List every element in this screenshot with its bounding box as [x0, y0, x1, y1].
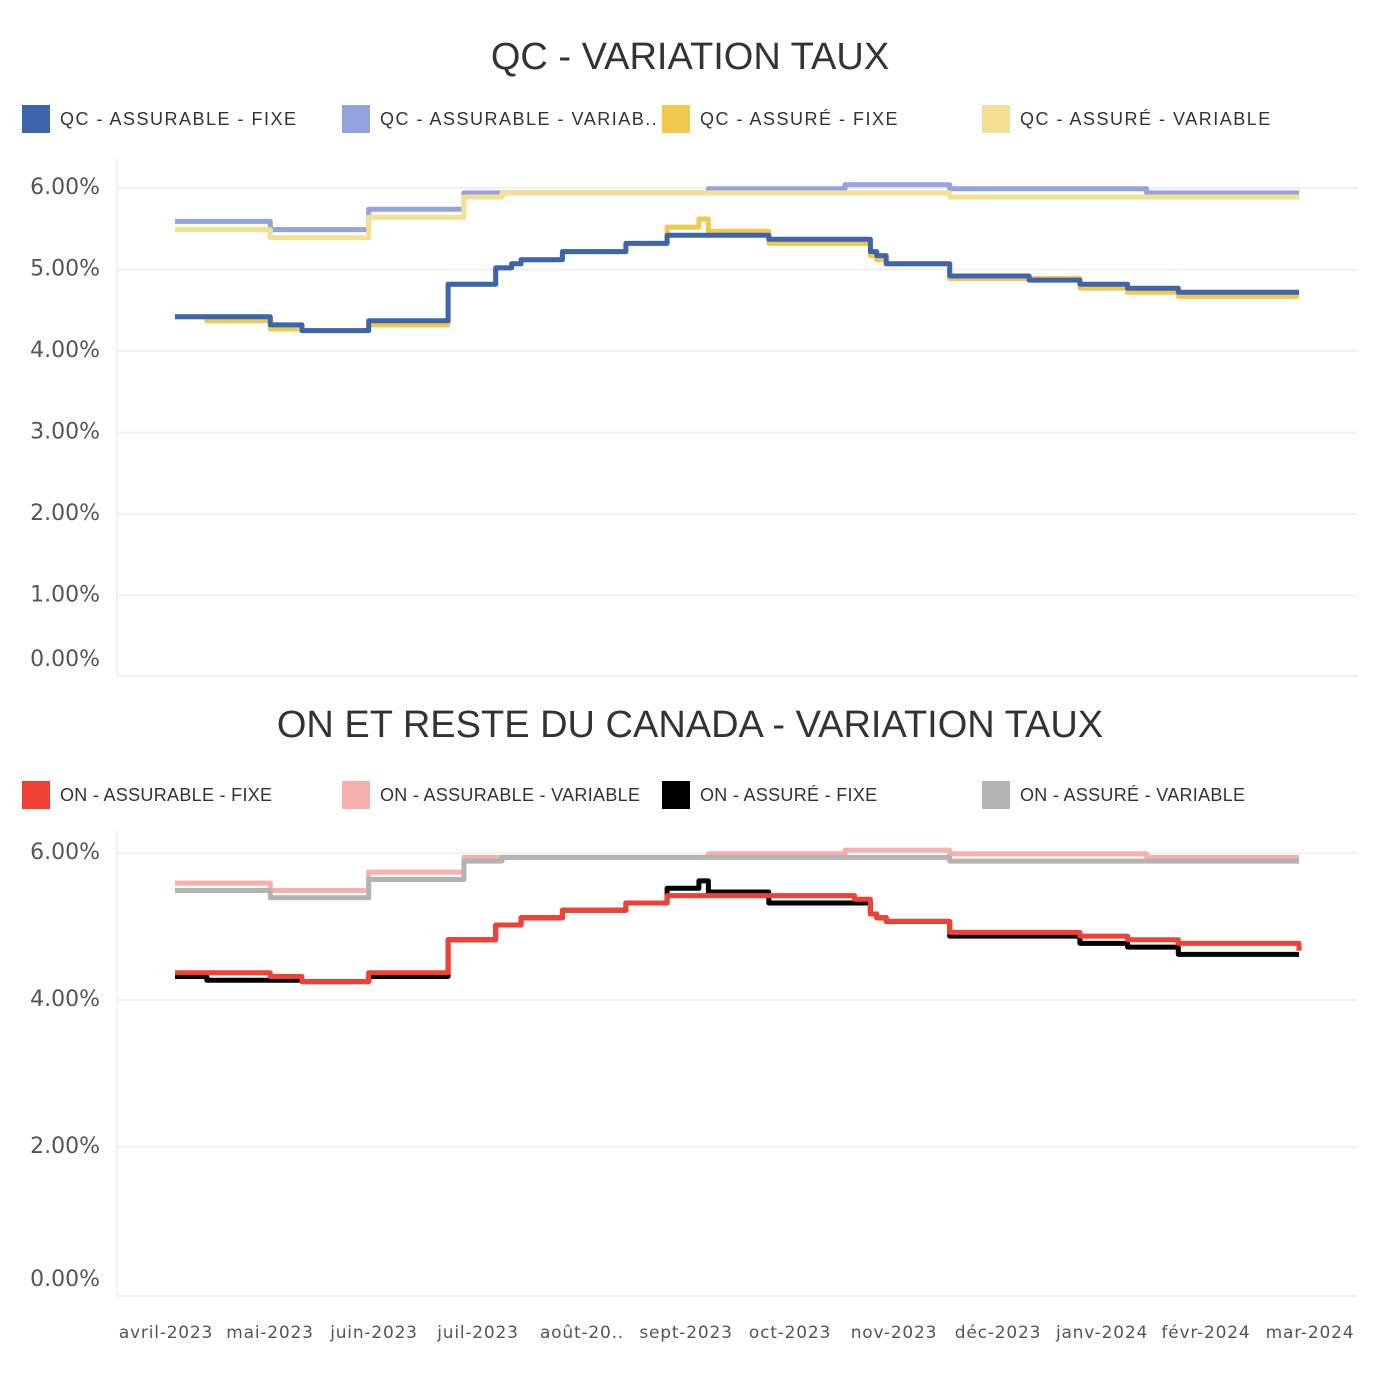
legend-item[interactable]: QC - ASSURÉ - VARIABLE	[982, 104, 1272, 134]
y-tick-label: 6.00%	[30, 840, 100, 865]
series-line	[175, 232, 1299, 334]
x-tick-label: juil-2023	[436, 1323, 519, 1343]
chart-title-qc: QC - VARIATION TAUX	[490, 36, 890, 78]
legend-item[interactable]: ON - ASSURABLE - VARIABLE	[342, 780, 640, 810]
legend-item[interactable]: QC - ASSURABLE - VARIAB..	[342, 104, 658, 134]
legend-swatch	[982, 105, 1010, 133]
legend-label: QC - ASSURABLE - FIXE	[60, 108, 298, 129]
y-tick-label: 1.00%	[30, 583, 100, 608]
legend-label: ON - ASSURÉ - FIXE	[700, 784, 878, 805]
legend-swatch	[662, 781, 690, 809]
x-tick-label: oct-2023	[749, 1323, 831, 1343]
series-line	[175, 190, 1299, 241]
y-tick-label: 0.00%	[30, 647, 100, 672]
x-tick-label: mar-2024	[1266, 1323, 1355, 1343]
legend-item[interactable]: ON - ASSURABLE - FIXE	[22, 780, 272, 810]
legend-label: ON - ASSURABLE - VARIABLE	[380, 784, 641, 805]
y-tick-label: 5.00%	[30, 257, 100, 282]
x-tick-label: juin-2023	[329, 1323, 418, 1343]
legend-swatch	[662, 105, 690, 133]
y-tick-label: 4.00%	[30, 987, 100, 1012]
legend-item[interactable]: ON - ASSURÉ - VARIABLE	[982, 780, 1245, 810]
y-tick-label: 0.00%	[30, 1267, 100, 1292]
x-tick-label: mai-2023	[226, 1323, 314, 1343]
x-tick-label: févr-2024	[1161, 1323, 1250, 1343]
y-tick-label: 2.00%	[30, 501, 100, 526]
y-tick-label: 2.00%	[30, 1134, 100, 1159]
x-tick-label: avril-2023	[119, 1323, 213, 1343]
legend-label: QC - ASSURÉ - FIXE	[700, 108, 900, 129]
x-tick-label: janv-2024	[1055, 1323, 1148, 1343]
legend-label: ON - ASSURÉ - VARIABLE	[1020, 784, 1246, 805]
y-tick-label: 6.00%	[30, 175, 100, 200]
legend-on: ON - ASSURABLE - FIXE ON - ASSURABLE - V…	[22, 780, 1362, 810]
legend-swatch	[982, 781, 1010, 809]
legend-swatch	[22, 781, 50, 809]
legend-swatch	[342, 781, 370, 809]
legend-item[interactable]: ON - ASSURÉ - FIXE	[662, 780, 877, 810]
legend-swatch	[22, 105, 50, 133]
x-tick-label: sept-2023	[639, 1323, 732, 1343]
x-tick-label: nov-2023	[851, 1323, 938, 1343]
legend-label: QC - ASSURABLE - VARIAB..	[380, 108, 659, 129]
y-tick-label: 4.00%	[30, 338, 100, 363]
legend-swatch	[342, 105, 370, 133]
y-tick-label: 3.00%	[30, 420, 100, 445]
legend-item[interactable]: QC - ASSURABLE - FIXE	[22, 104, 298, 134]
legend-item[interactable]: QC - ASSURÉ - FIXE	[662, 104, 899, 134]
legend-label: ON - ASSURABLE - FIXE	[60, 784, 273, 805]
series-line	[175, 893, 1302, 985]
x-tick-label: déc-2023	[955, 1323, 1041, 1343]
x-tick-label: août-20..	[540, 1323, 624, 1343]
legend-label: QC - ASSURÉ - VARIABLE	[1020, 108, 1272, 129]
chart-title-on: ON ET RESTE DU CANADA - VARIATION TAUX	[276, 704, 1104, 746]
legend-qc: QC - ASSURABLE - FIXE QC - ASSURABLE - V…	[22, 104, 1362, 134]
series-line	[175, 854, 1299, 901]
